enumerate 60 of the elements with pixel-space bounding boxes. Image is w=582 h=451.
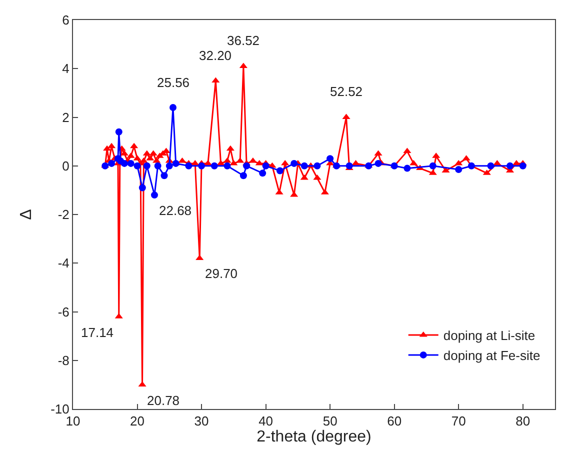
- point: [150, 192, 158, 199]
- x-tick-label: 60: [387, 414, 402, 429]
- x-tick-label: 50: [322, 414, 338, 429]
- annotation: 52.52: [330, 84, 363, 99]
- point: [519, 162, 526, 170]
- y-tick-label: -6: [58, 304, 70, 320]
- x-tick-label: 40: [258, 414, 274, 429]
- point: [240, 172, 247, 180]
- point: [115, 128, 122, 136]
- x-tick-label: 80: [516, 414, 530, 429]
- y-tick-label: -2: [58, 207, 70, 222]
- point: [262, 162, 270, 170]
- point: [429, 162, 436, 170]
- point: [166, 162, 173, 170]
- y-tick-label: 4: [62, 61, 70, 76]
- point: [346, 162, 353, 170]
- x-tick-label: 70: [451, 414, 466, 429]
- annotation: 17.14: [81, 325, 114, 340]
- point: [243, 162, 250, 170]
- annotation: 22.68: [159, 203, 192, 218]
- point: [404, 164, 411, 172]
- point: [276, 167, 284, 174]
- x-tick-label: 30: [194, 414, 209, 429]
- y-tick-label: 6: [62, 12, 70, 28]
- y-tick-label: -4: [58, 256, 70, 271]
- legend-label: doping at Li-site: [443, 328, 536, 344]
- point: [108, 160, 116, 167]
- point: [198, 162, 206, 170]
- point: [374, 160, 382, 167]
- point: [120, 160, 128, 167]
- point: [455, 166, 462, 174]
- point: [300, 162, 308, 170]
- y-tick-label: 2: [62, 110, 70, 125]
- point: [170, 104, 176, 112]
- annotation: 25.56: [157, 75, 190, 90]
- point: [210, 162, 218, 170]
- point: [138, 184, 146, 192]
- y-axis-title: Δ: [18, 208, 35, 220]
- point: [224, 162, 231, 170]
- point: [154, 162, 162, 170]
- point: [134, 162, 141, 170]
- point: [143, 162, 150, 170]
- point: [506, 162, 514, 170]
- y-tick-label: 0: [62, 158, 70, 174]
- annotation: 32.20: [199, 48, 232, 63]
- x-tick-label: 20: [130, 414, 145, 429]
- point: [314, 162, 321, 170]
- point: [326, 155, 334, 162]
- annotation: 29.70: [205, 266, 238, 281]
- legend-label: doping at Fe-site: [443, 348, 540, 364]
- point: [185, 162, 192, 170]
- x-axis-title: 2-theta (degree): [256, 428, 372, 446]
- point: [290, 160, 298, 167]
- y-tick-label: -8: [58, 352, 70, 368]
- point: [259, 170, 266, 177]
- point: [160, 172, 168, 180]
- annotation: 36.52: [227, 33, 260, 48]
- annotation: 20.78: [147, 393, 180, 408]
- point: [487, 162, 494, 170]
- point: [127, 160, 134, 167]
